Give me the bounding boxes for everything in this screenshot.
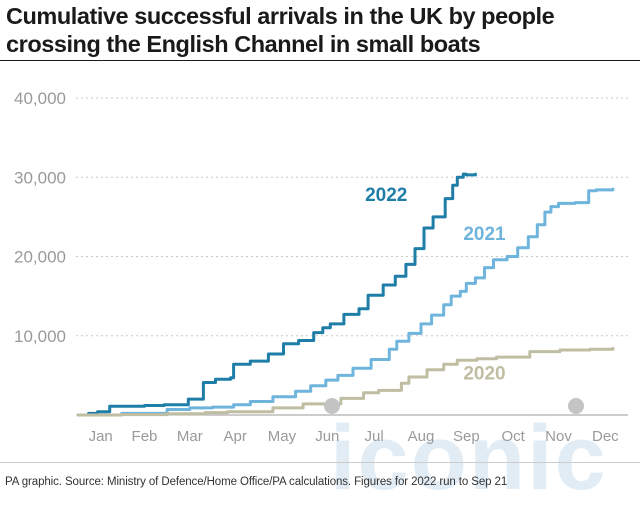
y-axis: 10,000 20,000 30,000 40,000 (14, 89, 66, 346)
watermark-dot (324, 398, 340, 414)
x-tick-label: Nov (545, 428, 572, 445)
x-tick-label: May (268, 428, 297, 445)
chart-title: Cumulative successful arrivals in the UK… (6, 3, 555, 57)
series-labels: 2022 2021 2020 (324, 185, 584, 414)
x-tick-label: Oct (501, 428, 525, 445)
x-tick-label: Jul (365, 428, 384, 445)
series-lines (76, 172, 615, 417)
series-line-2022 (76, 172, 477, 417)
x-tick-label: Jun (315, 428, 339, 445)
x-tick-label: Jan (89, 428, 113, 445)
watermark-dot (568, 398, 584, 414)
x-tick-label: Feb (132, 428, 158, 445)
x-tick-label: Mar (177, 428, 203, 445)
series-label-2022: 2022 (365, 185, 407, 206)
x-tick-label: Sep (453, 428, 480, 445)
title-divider (0, 60, 640, 61)
series-line-2020 (76, 346, 615, 417)
series-line-2021 (76, 187, 615, 417)
series-label-2020: 2020 (463, 363, 505, 384)
x-axis: Jan Feb Mar Apr May Jun Jul Aug Sep Oct Nov Dec (78, 414, 628, 445)
y-tick-label: 10,000 (14, 327, 66, 346)
line-chart: 10,000 20,000 30,000 40,000 Jan Feb Mar Apr May… (14, 89, 628, 445)
y-tick-label: 40,000 (14, 89, 66, 108)
x-tick-label: Aug (408, 428, 435, 445)
footer-divider (0, 462, 640, 463)
source-note: PA graphic. Source: Ministry of Defence/… (5, 476, 508, 488)
gridlines (76, 97, 628, 337)
x-tick-label: Apr (223, 428, 246, 445)
x-tick-label: Dec (592, 428, 619, 445)
y-tick-label: 30,000 (14, 168, 66, 187)
y-tick-label: 20,000 (14, 248, 66, 267)
series-label-2021: 2021 (463, 224, 506, 245)
